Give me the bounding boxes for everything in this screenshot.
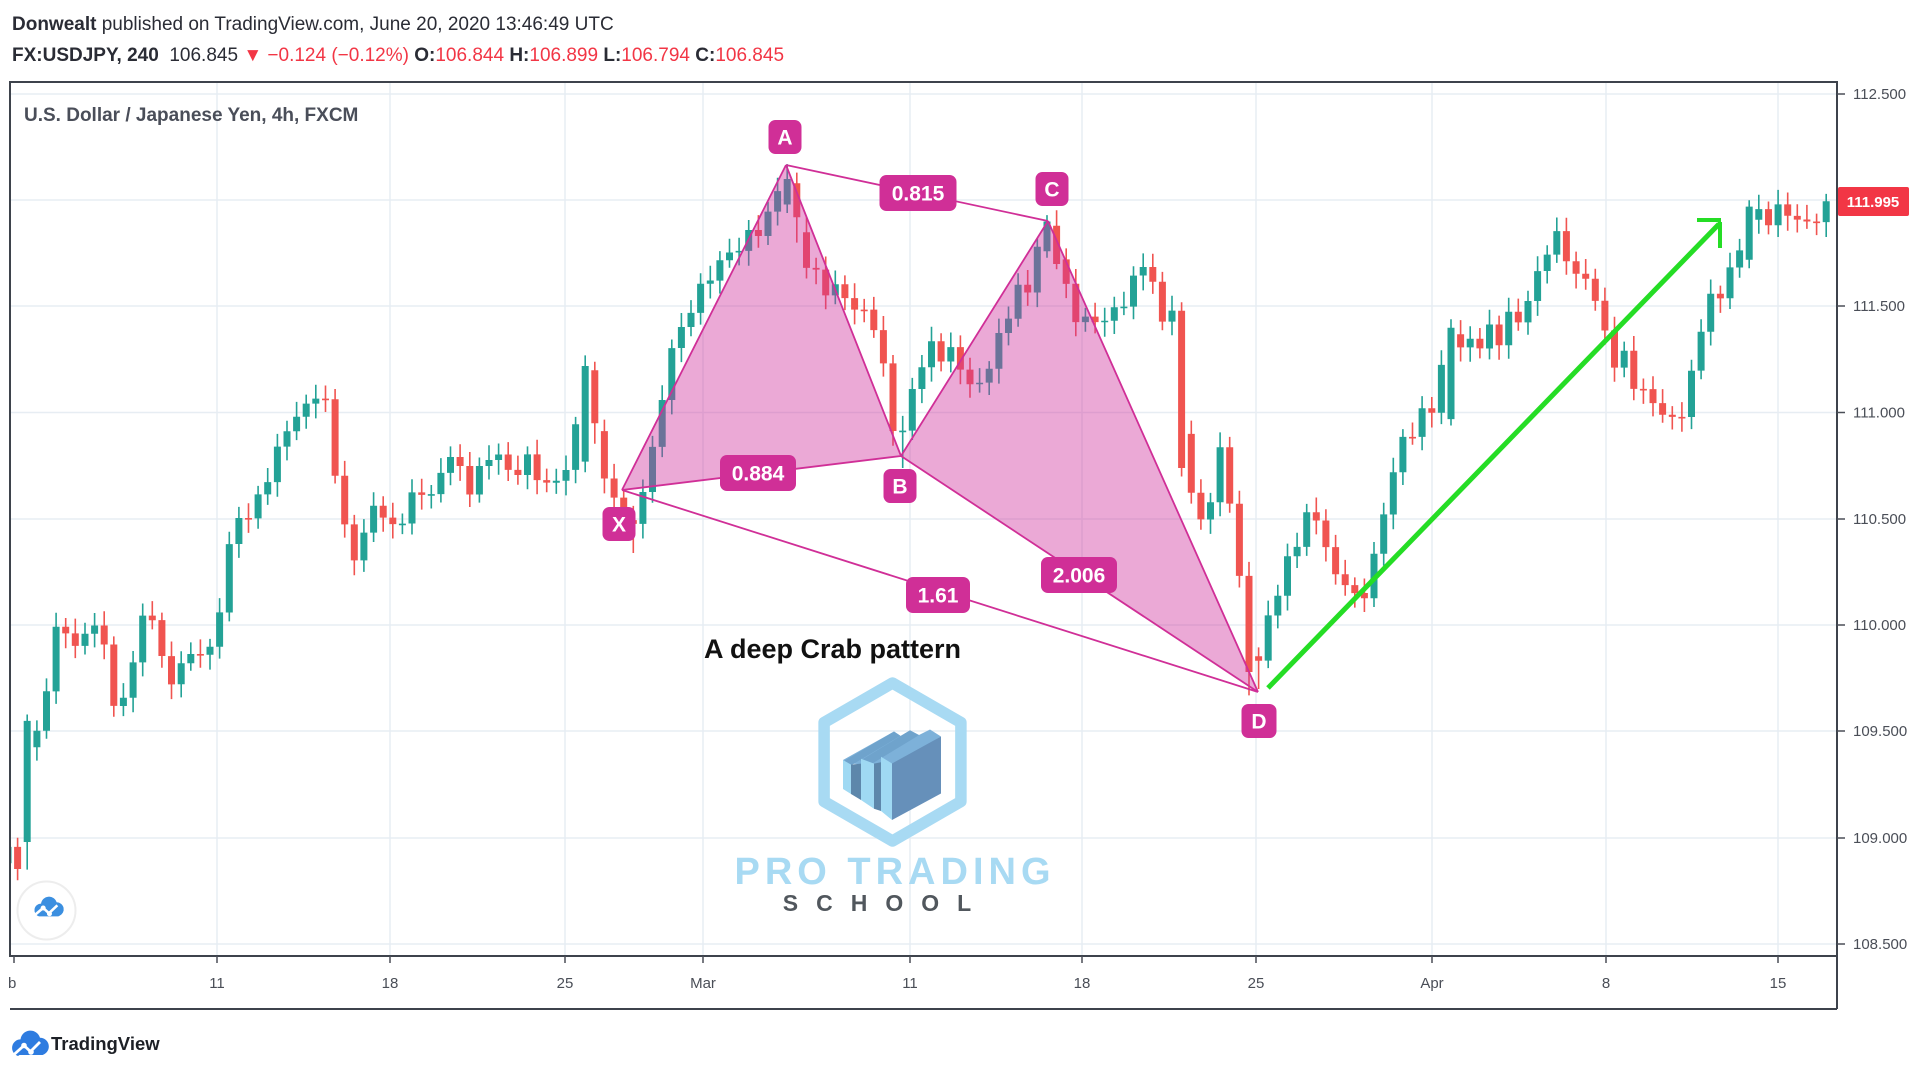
svg-text:D: D xyxy=(1251,710,1266,733)
svg-text:109.000: 109.000 xyxy=(1853,830,1907,847)
svg-text:0.815: 0.815 xyxy=(892,182,945,205)
svg-text:Apr: Apr xyxy=(1420,975,1443,992)
svg-text:A: A xyxy=(777,126,792,149)
svg-text:11: 11 xyxy=(209,975,225,992)
svg-text:X: X xyxy=(612,513,626,536)
svg-text:Mar: Mar xyxy=(690,975,716,992)
svg-text:U.S. Dollar / Japanese Yen, 4h: U.S. Dollar / Japanese Yen, 4h, FXCM xyxy=(24,105,358,126)
svg-text:15: 15 xyxy=(1770,975,1787,992)
svg-text:112.500: 112.500 xyxy=(1853,86,1906,103)
svg-text:C: C xyxy=(1044,178,1059,201)
svg-text:110.000: 110.000 xyxy=(1853,617,1906,634)
svg-text:1.61: 1.61 xyxy=(918,584,959,607)
svg-text:25: 25 xyxy=(1248,975,1265,992)
svg-text:109.500: 109.500 xyxy=(1853,723,1907,740)
svg-text:111.000: 111.000 xyxy=(1853,405,1905,422)
svg-text:111.500: 111.500 xyxy=(1853,298,1905,315)
svg-text:0.884: 0.884 xyxy=(732,462,785,485)
svg-text:108.500: 108.500 xyxy=(1853,936,1907,953)
svg-text:B: B xyxy=(892,475,907,498)
svg-text:18: 18 xyxy=(1074,975,1091,992)
svg-text:8: 8 xyxy=(1602,975,1610,992)
svg-text:b: b xyxy=(8,975,16,992)
svg-text:11: 11 xyxy=(902,975,918,992)
svg-text:111.995: 111.995 xyxy=(1847,194,1900,211)
svg-text:SCHOOL: SCHOOL xyxy=(783,890,989,916)
svg-text:2.006: 2.006 xyxy=(1053,564,1106,587)
svg-text:110.500: 110.500 xyxy=(1853,511,1906,528)
svg-text:A deep Crab pattern: A deep Crab pattern xyxy=(704,634,961,664)
svg-text:18: 18 xyxy=(382,975,399,992)
svg-text:25: 25 xyxy=(557,975,574,992)
svg-text:PRO TRADING: PRO TRADING xyxy=(735,851,1056,893)
